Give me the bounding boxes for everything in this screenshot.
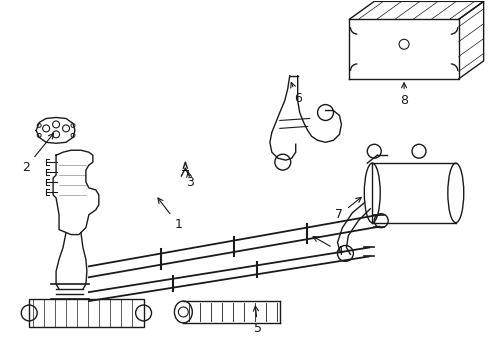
Text: 5: 5 xyxy=(253,306,262,336)
Text: 2: 2 xyxy=(22,134,53,174)
Text: 4: 4 xyxy=(312,237,343,258)
Text: 7: 7 xyxy=(335,197,361,221)
Text: 3: 3 xyxy=(186,171,194,189)
Text: 6: 6 xyxy=(290,82,301,105)
Text: 1: 1 xyxy=(158,198,182,231)
Text: 8: 8 xyxy=(399,83,407,107)
